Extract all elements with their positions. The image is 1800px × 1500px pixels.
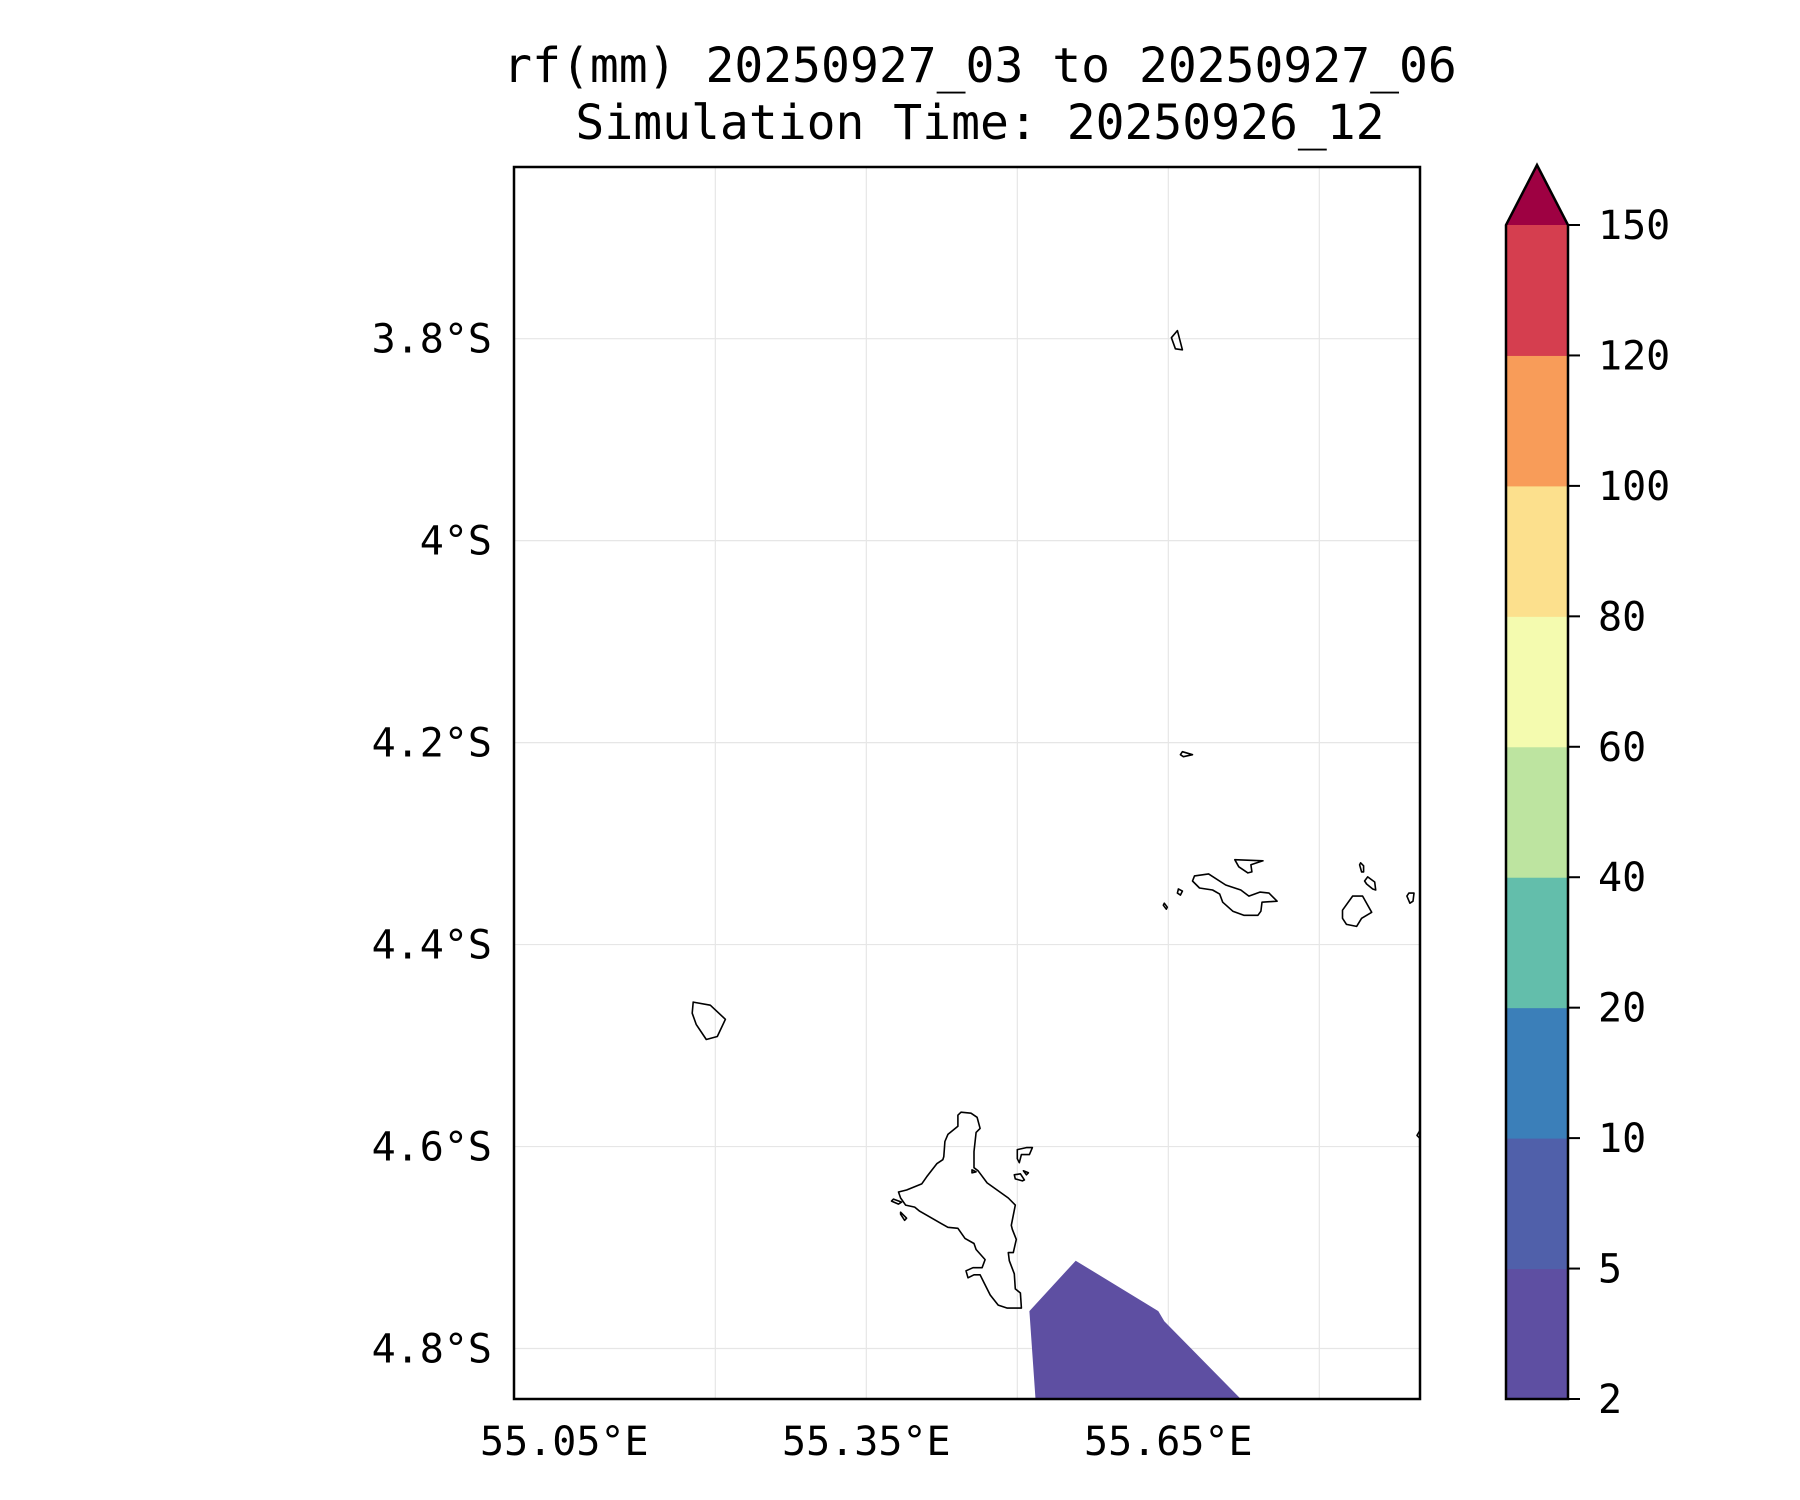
longitude-tick-label: 55.35°E: [782, 1419, 951, 1465]
coastline-islet1: [971, 1169, 977, 1174]
coastline-stanne: [1016, 1146, 1034, 1164]
coastline-itsyne: [1358, 861, 1365, 873]
colorbar-tick-label: 150: [1598, 203, 1670, 249]
colorbar: 2 5 10 20 40 60 80 100 120 150: [1504, 162, 1670, 1423]
coastline-felicite: [1363, 876, 1377, 891]
colorbar-segment: [1506, 616, 1568, 748]
colorbar-tick-label: 10: [1598, 1116, 1646, 1162]
latitude-tick-label: 3.8°S: [372, 317, 492, 363]
map-subtitle: Simulation Time: 20250926_12: [575, 95, 1385, 151]
latitude-tick-label: 4°S: [420, 519, 492, 565]
colorbar-segment: [1506, 746, 1568, 878]
coastline-mahe: [897, 1111, 1023, 1309]
longitude-tick-label: 55.05°E: [480, 1419, 649, 1465]
coastline-conception: [899, 1211, 908, 1222]
colorbar-outline: [1504, 162, 1570, 1401]
coastline-praslin: [1191, 873, 1278, 917]
latitude-tick-label: 4.2°S: [372, 721, 492, 767]
longitude-tick-label: 55.65°E: [1084, 1419, 1253, 1465]
coastline-therese: [890, 1198, 903, 1205]
coastline-cousine: [1162, 902, 1169, 911]
gridlines: [514, 167, 1420, 1399]
coastline-cerf: [1013, 1173, 1026, 1182]
colorbar-tick-label: 100: [1598, 464, 1670, 510]
latitude-tick-label: 4.8°S: [372, 1327, 492, 1373]
coastline-moyenne: [1022, 1170, 1030, 1176]
colorbar-tick-label: 60: [1598, 725, 1646, 771]
colorbar-segment: [1506, 1007, 1568, 1139]
colorbar-tick-label: 120: [1598, 333, 1670, 379]
colorbar-segment: [1506, 355, 1568, 487]
coastline-curieuse: [1234, 858, 1264, 874]
coastline-silhouettesw: [691, 1001, 727, 1041]
colorbar-segment: [1506, 877, 1568, 1009]
colorbar-segment: [1506, 1268, 1568, 1400]
colorbar-tick-label: 2: [1598, 1377, 1622, 1423]
rainfall-layer: [1029, 1260, 1241, 1399]
coastline-layer: [691, 329, 1421, 1309]
colorbar-extend-arrow: [1506, 165, 1568, 225]
coastline-ladigue: [1341, 895, 1373, 928]
latitude-labels: 3.8°S 4°S 4.2°S 4.4°S 4.6°S 4.8°S: [372, 317, 492, 1373]
latitude-tick-label: 4.6°S: [372, 1125, 492, 1171]
longitude-labels: 55.05°E 55.35°E 55.65°E: [480, 1419, 1253, 1465]
rainfall-area-2-5mm: [1029, 1260, 1241, 1399]
coastline-denis: [1170, 329, 1184, 351]
colorbar-tick-label: 40: [1598, 855, 1646, 901]
colorbar-tick-label: 5: [1598, 1247, 1622, 1293]
coastline-aride: [1179, 750, 1194, 758]
latitude-tick-label: 4.4°S: [372, 923, 492, 969]
colorbar-tick-label: 80: [1598, 594, 1646, 640]
colorbar-tick-label: 20: [1598, 986, 1646, 1032]
colorbar-segment: [1506, 1138, 1568, 1270]
colorbar-segment: [1506, 225, 1568, 356]
colorbar-segment: [1506, 485, 1568, 617]
map-frame: [512, 165, 1422, 1401]
map-title: rf(mm) 20250927_03 to 20250927_06: [503, 38, 1457, 94]
coastline-cousin: [1176, 888, 1184, 896]
coastline-marianne: [1406, 892, 1415, 905]
